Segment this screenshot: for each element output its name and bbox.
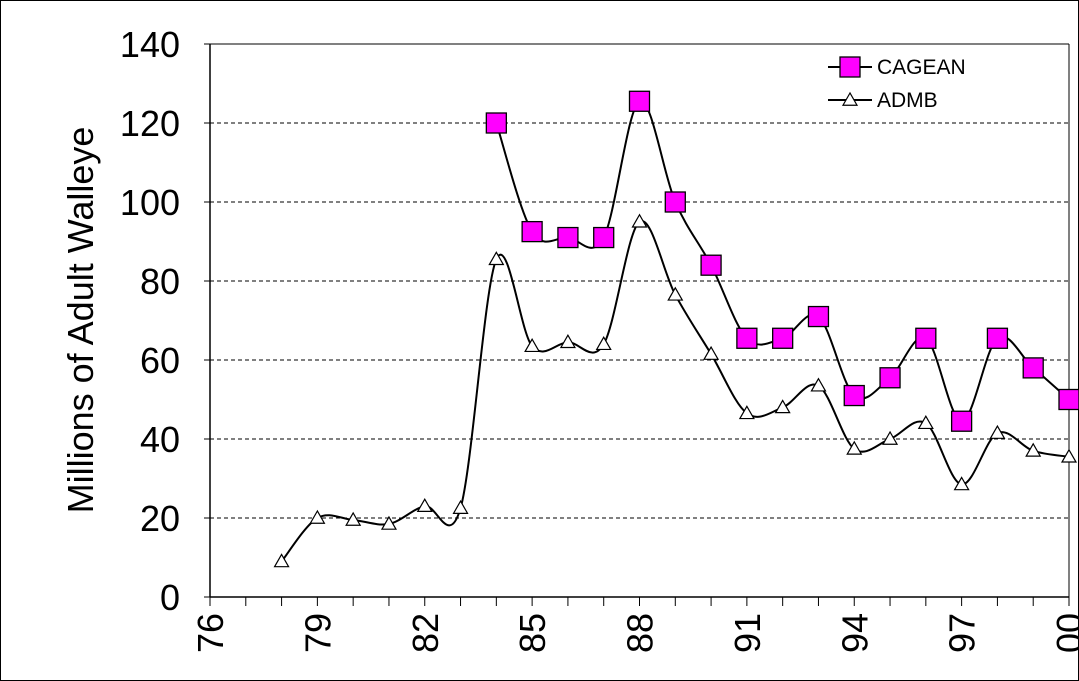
y-tick-label: 140 [120,24,180,65]
x-tick-label: 00 [1049,613,1079,653]
x-tick-label: 79 [297,613,338,653]
y-tick-label: 20 [140,498,180,539]
y-tick-label: 40 [140,419,180,460]
y-tick-label: 100 [120,182,180,223]
data-point-admb [595,335,612,351]
data-point-admb [524,337,541,353]
data-point-cagean [1022,357,1044,379]
data-point-cagean [950,410,973,432]
data-point-cagean [1058,388,1079,411]
axes: 0 20 40 60 80 100 120 140 76 79 82 85 88 91 94 97 00 [120,24,1079,653]
legend-marker-admb [841,91,859,106]
x-tick-label: 82 [405,613,446,653]
data-point-admb [846,440,863,455]
y-tick-label: 0 [160,577,180,618]
data-point-cagean [772,327,794,349]
legend-item-admb: ADMB [828,89,938,112]
data-point-admb [703,345,720,360]
data-point-cagean [557,226,579,249]
data-point-cagean [843,384,865,407]
data-point-admb [416,497,433,512]
data-point-admb [1025,442,1042,457]
legend-item-cagean: CAGEAN [828,56,966,79]
legend-label-admb: ADMB [877,89,938,112]
data-point-admb [631,213,648,228]
x-tick-label: 91 [727,613,768,653]
data-point-admb [774,399,791,414]
data-point-cagean [986,327,1009,349]
data-point-admb [559,334,576,349]
data-point-admb [810,377,827,392]
legend-marker-cagean [839,56,861,78]
data-point-cagean [915,327,937,349]
data-point-cagean [664,191,686,213]
data-point-admb [738,405,755,420]
legend-label-cagean: CAGEAN [877,56,966,79]
x-tick-label: 88 [620,613,661,653]
x-tick-label: 76 [190,613,231,653]
y-axis-title: Millions of Adult Walleye [60,127,101,514]
y-tick-label: 80 [140,261,180,302]
y-tick-label: 120 [120,103,180,144]
data-point-admb [488,251,505,266]
data-point-cagean [593,226,615,249]
y-tick-label: 60 [140,340,180,381]
x-tick-label: 97 [942,613,983,653]
data-point-cagean [485,112,507,134]
data-point-admb [953,476,970,491]
series-cagean [485,90,1079,432]
data-point-cagean [521,220,543,243]
x-tick-label: 85 [512,613,553,653]
data-point-admb [380,515,397,530]
series-admb [273,213,1078,568]
data-point-admb [273,553,290,568]
data-point-admb [309,509,326,524]
data-point-admb [917,414,934,430]
data-point-cagean [628,90,651,112]
x-tick-label: 94 [834,613,875,653]
data-point-admb [989,424,1006,439]
data-point-cagean [879,367,901,389]
data-point-admb [882,430,899,445]
data-point-cagean [736,327,758,349]
legend: CAGEAN ADMB [828,56,966,112]
data-point-cagean [700,254,722,276]
data-point-cagean [807,305,830,328]
series [273,90,1079,568]
data-point-admb [1060,448,1078,463]
data-point-admb [345,511,362,526]
data-point-admb [667,286,684,301]
data-point-admb [452,499,469,514]
